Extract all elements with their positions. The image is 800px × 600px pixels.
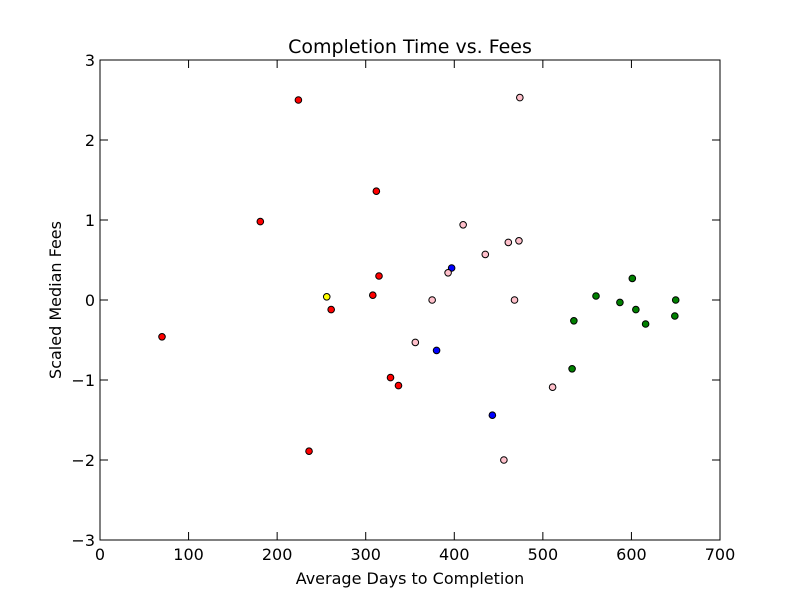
data-point	[428, 296, 436, 304]
data-point	[158, 333, 166, 341]
data-point	[671, 296, 680, 304]
data-point	[327, 305, 335, 314]
data-point	[488, 411, 497, 420]
x-tick-label: 0	[95, 545, 105, 564]
data-point	[515, 237, 523, 245]
data-point	[372, 187, 381, 195]
data-point	[616, 298, 624, 307]
x-tick-label: 200	[262, 545, 293, 564]
x-tick-label: 400	[439, 545, 470, 564]
data-point	[322, 293, 331, 301]
data-point	[432, 346, 441, 355]
y-tick-label: −1	[71, 371, 95, 390]
x-tick-label: 300	[350, 545, 381, 564]
x-tick-label: 600	[616, 545, 647, 564]
data-point	[671, 312, 679, 320]
data-point	[548, 383, 557, 392]
data-point	[481, 250, 490, 259]
data-point	[641, 320, 650, 328]
data-point	[570, 317, 578, 325]
data-point	[305, 447, 313, 456]
data-point	[632, 305, 640, 314]
data-point	[256, 217, 265, 226]
data-point	[394, 381, 403, 390]
y-tick-label: 0	[85, 291, 95, 310]
x-tick-label: 100	[173, 545, 204, 564]
y-tick-label: 1	[85, 211, 95, 230]
data-point	[516, 93, 524, 102]
data-point	[628, 274, 637, 283]
chart-title: Completion Time vs. Fees	[288, 36, 532, 58]
x-tick-label: 500	[528, 545, 559, 564]
y-axis-label: Scaled Median Fees	[46, 221, 65, 379]
data-point	[510, 296, 519, 304]
data-point	[444, 269, 452, 277]
y-tick-label: −3	[71, 531, 95, 550]
data-point	[459, 221, 467, 229]
x-tick-label: 700	[705, 545, 736, 564]
data-point	[592, 292, 600, 300]
axis-ticks: 0 100 200 300 400 500 600 700 3 2 1 0 −1 −2 −3	[71, 51, 735, 564]
data-point	[568, 365, 576, 373]
data-point	[411, 338, 420, 347]
y-tick-label: 3	[85, 51, 95, 70]
x-axis-label: Average Days to Completion	[296, 569, 525, 588]
data-point	[294, 96, 303, 104]
y-tick-label: −2	[71, 451, 95, 470]
data-point	[369, 291, 377, 300]
data-point	[504, 238, 513, 247]
data-point	[386, 373, 395, 382]
data-point	[375, 272, 383, 280]
y-tick-label: 2	[85, 131, 95, 150]
data-points	[158, 93, 680, 464]
data-point	[500, 456, 508, 464]
